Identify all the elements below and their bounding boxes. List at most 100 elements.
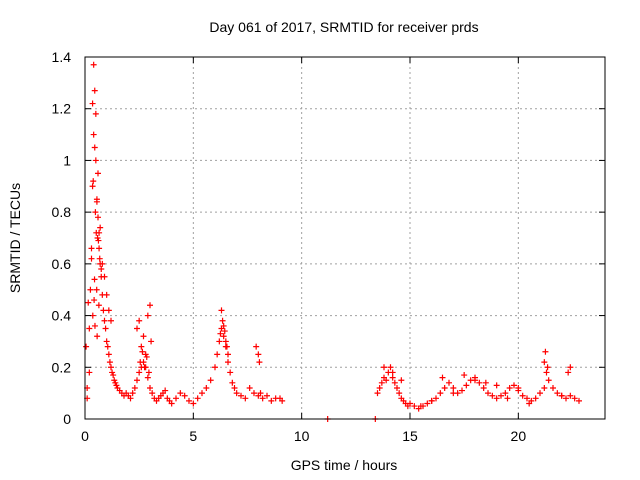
data-point bbox=[139, 348, 146, 355]
data-point bbox=[502, 390, 509, 397]
data-point bbox=[417, 403, 424, 410]
data-point bbox=[222, 338, 229, 345]
x-tick-label: 15 bbox=[402, 428, 418, 444]
data-point bbox=[106, 359, 113, 366]
data-point bbox=[504, 395, 511, 402]
data-point bbox=[565, 369, 572, 376]
data-point bbox=[91, 322, 98, 329]
data-point bbox=[88, 245, 95, 252]
data-point bbox=[567, 392, 574, 399]
data-point bbox=[173, 395, 179, 402]
data-point bbox=[545, 377, 552, 384]
data-point bbox=[376, 384, 383, 391]
data-point bbox=[138, 343, 145, 350]
data-point bbox=[136, 317, 143, 324]
data-point bbox=[162, 387, 169, 394]
data-point bbox=[140, 333, 147, 340]
data-point bbox=[186, 397, 192, 404]
data-point bbox=[576, 397, 582, 404]
x-tick-label: 0 bbox=[81, 428, 89, 444]
data-point bbox=[103, 291, 110, 298]
data-point bbox=[391, 379, 398, 386]
grid-lines bbox=[85, 57, 605, 419]
data-point bbox=[229, 379, 236, 386]
data-point bbox=[199, 390, 205, 397]
data-point bbox=[177, 390, 184, 397]
data-point bbox=[148, 338, 155, 345]
data-point bbox=[506, 384, 513, 391]
data-point bbox=[485, 390, 491, 397]
data-point bbox=[91, 276, 98, 283]
data-point bbox=[424, 400, 431, 407]
data-point bbox=[91, 297, 98, 304]
data-point bbox=[264, 392, 270, 399]
data-point bbox=[134, 377, 140, 384]
data-point bbox=[93, 229, 100, 236]
data-point bbox=[105, 307, 112, 314]
x-tick-label: 10 bbox=[294, 428, 310, 444]
data-point bbox=[168, 400, 175, 407]
data-point bbox=[220, 322, 227, 329]
data-point bbox=[92, 110, 99, 117]
data-point bbox=[233, 390, 240, 397]
y-tick-label: 0.6 bbox=[52, 256, 72, 272]
data-point bbox=[571, 395, 578, 402]
data-point bbox=[519, 392, 526, 399]
data-point bbox=[463, 382, 470, 389]
data-point bbox=[102, 325, 109, 332]
data-point bbox=[259, 395, 266, 402]
data-point bbox=[96, 255, 103, 262]
data-point bbox=[95, 214, 101, 221]
data-point bbox=[101, 317, 108, 324]
data-point bbox=[93, 196, 100, 203]
data-point bbox=[219, 317, 226, 324]
data-point bbox=[91, 144, 98, 151]
data-point bbox=[389, 374, 396, 381]
data-point bbox=[103, 338, 110, 345]
data-point bbox=[493, 395, 500, 402]
data-point bbox=[223, 343, 230, 350]
data-point bbox=[387, 364, 394, 371]
data-point bbox=[526, 400, 533, 407]
data-point bbox=[394, 384, 400, 391]
data-point bbox=[144, 312, 151, 319]
data-point bbox=[532, 395, 539, 402]
data-point bbox=[134, 325, 140, 332]
data-point bbox=[381, 364, 387, 371]
data-point bbox=[257, 390, 264, 397]
data-point bbox=[493, 382, 500, 389]
data-point bbox=[476, 379, 483, 386]
y-tick-label: 0.8 bbox=[52, 204, 72, 220]
data-point bbox=[91, 87, 98, 94]
data-point bbox=[86, 325, 93, 332]
data-point bbox=[480, 384, 487, 391]
data-point bbox=[558, 392, 565, 399]
data-point bbox=[446, 379, 452, 386]
data-point bbox=[225, 351, 231, 358]
data-point bbox=[144, 374, 151, 381]
y-axis-ticks: 0 0.2 0.4 0.6 0.8 1 1.2 1.4 bbox=[52, 49, 605, 427]
data-point bbox=[90, 178, 97, 185]
x-axis-ticks: 0 5 10 15 20 bbox=[81, 57, 526, 444]
data-point bbox=[145, 369, 152, 376]
data-point bbox=[253, 343, 260, 350]
data-point bbox=[563, 395, 569, 402]
data-point bbox=[407, 400, 413, 407]
data-point bbox=[567, 364, 574, 371]
data-point bbox=[511, 382, 517, 389]
data-point bbox=[181, 392, 188, 399]
data-point bbox=[544, 364, 551, 371]
data-point bbox=[95, 302, 102, 309]
data-point bbox=[225, 359, 231, 366]
data-point bbox=[441, 384, 448, 391]
y-tick-label: 1 bbox=[63, 152, 71, 168]
data-point bbox=[437, 390, 444, 397]
data-point bbox=[83, 343, 90, 350]
data-point bbox=[99, 260, 106, 267]
data-point bbox=[543, 369, 550, 376]
data-point bbox=[251, 390, 257, 397]
data-point bbox=[515, 384, 522, 391]
data-point bbox=[541, 384, 548, 391]
data-point bbox=[374, 390, 381, 397]
data-point bbox=[100, 307, 107, 314]
